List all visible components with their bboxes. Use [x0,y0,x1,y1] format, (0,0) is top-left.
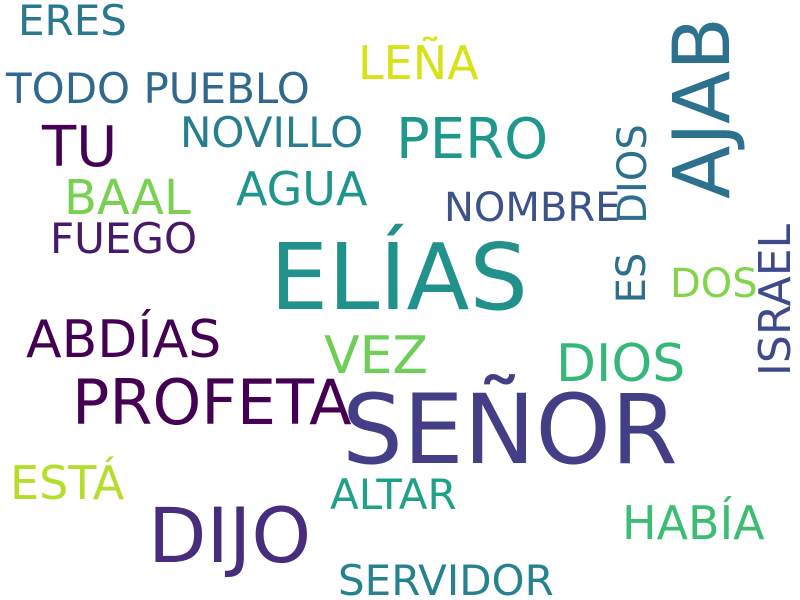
word-dos: DOS [670,261,758,307]
word-senor: SEÑOR [342,374,678,486]
word-servidor: SERVIDOR [338,556,554,600]
word-fuego: FUEGO [50,214,198,263]
word-esta: ESTÁ [10,456,125,510]
word-tu: TU [42,115,118,180]
word-profeta: PROFETA [72,366,352,439]
word-altar: ALTAR [330,470,457,519]
word-lena: LEÑA [358,36,479,90]
word-dijo: DIJO [148,491,312,580]
word-todo-pueblo: TODO PUEBLO [6,64,310,113]
word-novillo: NOVILLO [180,108,364,157]
word-eres: ERES [18,0,127,45]
word-elias: ELÍAS [270,224,528,331]
word-dios-vertical: DIOS [610,124,656,224]
word-ajab: AJAB [658,17,748,199]
word-pero: PERO [396,107,549,172]
word-baal: BAAL [64,170,191,226]
word-israel: ISRAEL [750,223,800,377]
word-es: ES [609,252,655,304]
word-dios: DIOS [556,334,686,394]
word-agua: AGUA [236,162,368,216]
word-habia: HABÍA [622,496,765,550]
word-vez: VEZ [324,326,429,386]
word-abdias: ABDÍAS [26,310,222,370]
word-nombre: NOMBRE [444,185,621,231]
